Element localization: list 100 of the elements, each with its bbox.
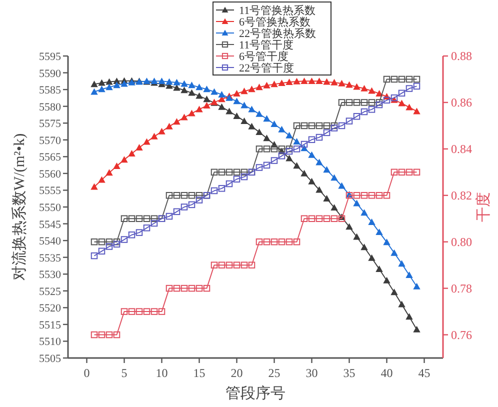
- point: [353, 192, 360, 199]
- point: [256, 128, 263, 136]
- point: [188, 82, 196, 88]
- point: [390, 168, 398, 176]
- point: [158, 128, 166, 134]
- point: [196, 192, 203, 199]
- point: [270, 238, 278, 246]
- point: [346, 223, 353, 230]
- point: [188, 284, 196, 292]
- point: [128, 308, 136, 315]
- point: [270, 146, 278, 152]
- point: [330, 78, 338, 86]
- point: [256, 84, 263, 90]
- point: [173, 192, 180, 199]
- point: [180, 284, 188, 292]
- point: [98, 176, 106, 183]
- point: [270, 80, 278, 88]
- point: [263, 162, 270, 169]
- point: [248, 262, 256, 268]
- point: [196, 84, 203, 90]
- point: [240, 168, 248, 176]
- point: [173, 78, 180, 86]
- x-tick-label: 20: [230, 366, 243, 380]
- point: [256, 164, 263, 171]
- point: [406, 272, 413, 278]
- point: [368, 254, 376, 261]
- point: [173, 118, 180, 125]
- point: [90, 331, 98, 338]
- point: [390, 76, 398, 83]
- point: [263, 134, 270, 142]
- point: [376, 228, 383, 236]
- point: [338, 99, 346, 106]
- x-tick-label: 0: [84, 366, 90, 380]
- point: [226, 180, 233, 188]
- y-tick-label: 5520: [39, 302, 62, 315]
- point: [240, 173, 248, 180]
- point: [166, 192, 173, 199]
- point: [323, 195, 330, 202]
- point: [338, 182, 346, 189]
- point: [90, 88, 98, 95]
- point: [166, 212, 173, 220]
- point: [240, 118, 248, 124]
- point: [406, 313, 413, 320]
- y-tick-label: 5565: [39, 152, 62, 164]
- point: [188, 192, 196, 199]
- point: [210, 168, 218, 176]
- point: [406, 85, 413, 92]
- point: [128, 150, 136, 157]
- point: [383, 276, 390, 284]
- point: [233, 112, 240, 119]
- point: [173, 84, 180, 91]
- point: [248, 106, 256, 112]
- y-tick-label: 5585: [39, 84, 62, 97]
- legend-label: 22号管换热系数: [239, 27, 316, 40]
- point: [293, 238, 300, 246]
- point: [300, 122, 308, 130]
- y2-tick-label: 0.78: [451, 281, 472, 296]
- y-tick-label: 5535: [39, 252, 62, 264]
- point: [143, 138, 150, 145]
- point: [286, 148, 293, 155]
- point: [330, 124, 338, 132]
- point: [113, 240, 120, 248]
- x-tick-label: 40: [380, 366, 393, 380]
- point: [196, 92, 203, 99]
- point: [196, 106, 203, 112]
- point: [120, 80, 128, 87]
- point: [406, 104, 413, 110]
- point: [376, 192, 383, 199]
- point: [256, 238, 263, 246]
- point: [263, 238, 270, 246]
- y2-axis-title: 干度: [475, 192, 492, 222]
- point: [360, 99, 368, 106]
- point: [166, 284, 173, 292]
- x-axis-title: 管段序号: [226, 385, 286, 402]
- point: [143, 215, 150, 222]
- point: [398, 100, 406, 106]
- point: [383, 76, 390, 83]
- point: [248, 122, 256, 130]
- point: [128, 231, 136, 238]
- point: [376, 99, 383, 106]
- point: [323, 122, 330, 130]
- point: [106, 243, 113, 250]
- point: [218, 262, 226, 268]
- y2-tick-label: 0.88: [451, 49, 472, 63]
- point: [128, 215, 136, 222]
- point: [413, 168, 420, 176]
- y-axis-title: 对流换热系数W/(m²•k): [11, 133, 28, 281]
- point: [413, 108, 420, 114]
- point: [278, 80, 286, 86]
- point: [398, 90, 406, 97]
- point: [353, 113, 360, 120]
- y-tick-label: 5570: [39, 134, 62, 147]
- x-tick-label: 45: [418, 366, 430, 380]
- point: [226, 262, 233, 268]
- x-tick-label: 25: [268, 366, 280, 380]
- point: [323, 78, 330, 85]
- point: [308, 178, 316, 184]
- point: [368, 99, 376, 106]
- point: [413, 282, 420, 290]
- point: [398, 168, 406, 176]
